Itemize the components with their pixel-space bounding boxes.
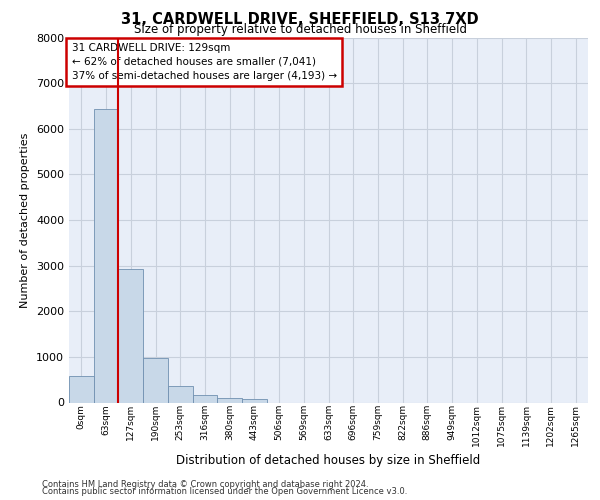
Bar (143, 358, 168, 403)
X-axis label: Distribution of detached houses by size in Sheffield: Distribution of detached houses by size … (176, 454, 481, 468)
Bar (69, 376, 94, 402)
Bar (242, 398, 267, 402)
Text: 31, CARDWELL DRIVE, SHEFFIELD, S13 7XD: 31, CARDWELL DRIVE, SHEFFIELD, S13 7XD (121, 12, 479, 28)
Bar (94, 109, 118, 403)
Bar (193, 395, 217, 402)
Text: 31 CARDWELL DRIVE: 129sqm
← 62% of detached houses are smaller (7,041)
37% of se: 31 CARDWELL DRIVE: 129sqm ← 62% of detac… (71, 43, 337, 81)
Bar (217, 398, 242, 402)
Text: Contains HM Land Registry data © Crown copyright and database right 2024.: Contains HM Land Registry data © Crown c… (42, 480, 368, 489)
Y-axis label: Number of detached properties: Number of detached properties (20, 132, 31, 308)
Text: Contains public sector information licensed under the Open Government Licence v3: Contains public sector information licen… (42, 488, 407, 496)
Bar (168, 386, 193, 402)
Bar (118, 270, 143, 402)
Text: Size of property relative to detached houses in Sheffield: Size of property relative to detached ho… (133, 22, 467, 36)
